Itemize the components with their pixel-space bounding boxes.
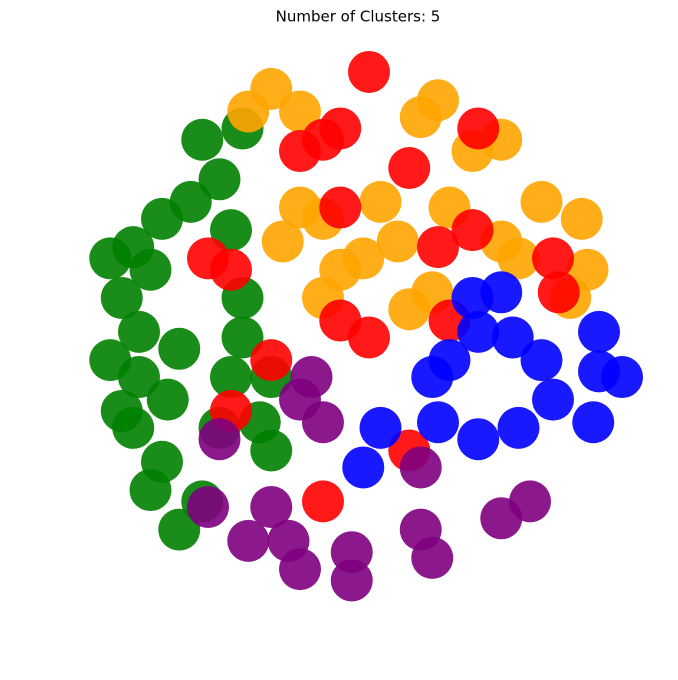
point	[89, 237, 132, 280]
point	[250, 429, 293, 472]
point	[560, 197, 603, 240]
point	[537, 271, 580, 314]
point	[417, 401, 459, 444]
point	[169, 180, 212, 223]
point	[158, 508, 201, 551]
point	[250, 486, 293, 528]
point	[319, 186, 362, 229]
point	[319, 107, 362, 150]
point	[417, 226, 459, 269]
point	[250, 339, 293, 382]
point	[129, 248, 172, 291]
point	[451, 209, 494, 252]
point	[279, 130, 321, 173]
point	[417, 79, 459, 122]
point	[302, 480, 344, 523]
point	[330, 559, 373, 602]
point	[572, 401, 615, 444]
point	[457, 418, 500, 461]
point	[578, 310, 620, 353]
point	[348, 50, 390, 93]
point	[342, 446, 385, 489]
point	[348, 316, 390, 359]
point	[399, 446, 442, 489]
point	[100, 276, 143, 319]
point	[376, 220, 419, 263]
point	[457, 310, 500, 353]
point	[491, 316, 534, 359]
point	[118, 310, 160, 353]
point	[342, 237, 385, 280]
point	[279, 378, 321, 421]
point	[520, 339, 563, 382]
point	[497, 406, 540, 449]
point	[261, 220, 304, 263]
point	[532, 237, 574, 280]
point	[509, 480, 551, 523]
point	[359, 180, 402, 223]
chart-title: Number of Clusters: 5	[276, 8, 441, 26]
point	[279, 548, 321, 591]
point	[279, 90, 321, 133]
point	[532, 378, 574, 421]
point	[497, 237, 540, 280]
point	[129, 469, 172, 512]
point	[198, 418, 241, 461]
point	[100, 389, 143, 432]
point	[359, 406, 402, 449]
point	[480, 271, 523, 314]
point	[411, 356, 454, 399]
point	[227, 90, 270, 133]
point	[198, 158, 241, 201]
point	[187, 486, 229, 528]
point	[227, 519, 270, 562]
point	[210, 356, 252, 399]
point	[601, 356, 643, 399]
point	[158, 327, 201, 370]
point	[388, 147, 431, 189]
point	[221, 316, 264, 359]
point	[181, 118, 224, 161]
point	[520, 180, 563, 223]
point	[411, 536, 454, 579]
point	[210, 209, 252, 252]
point	[146, 378, 189, 421]
point	[118, 356, 160, 399]
point	[457, 107, 500, 150]
point	[187, 237, 229, 280]
